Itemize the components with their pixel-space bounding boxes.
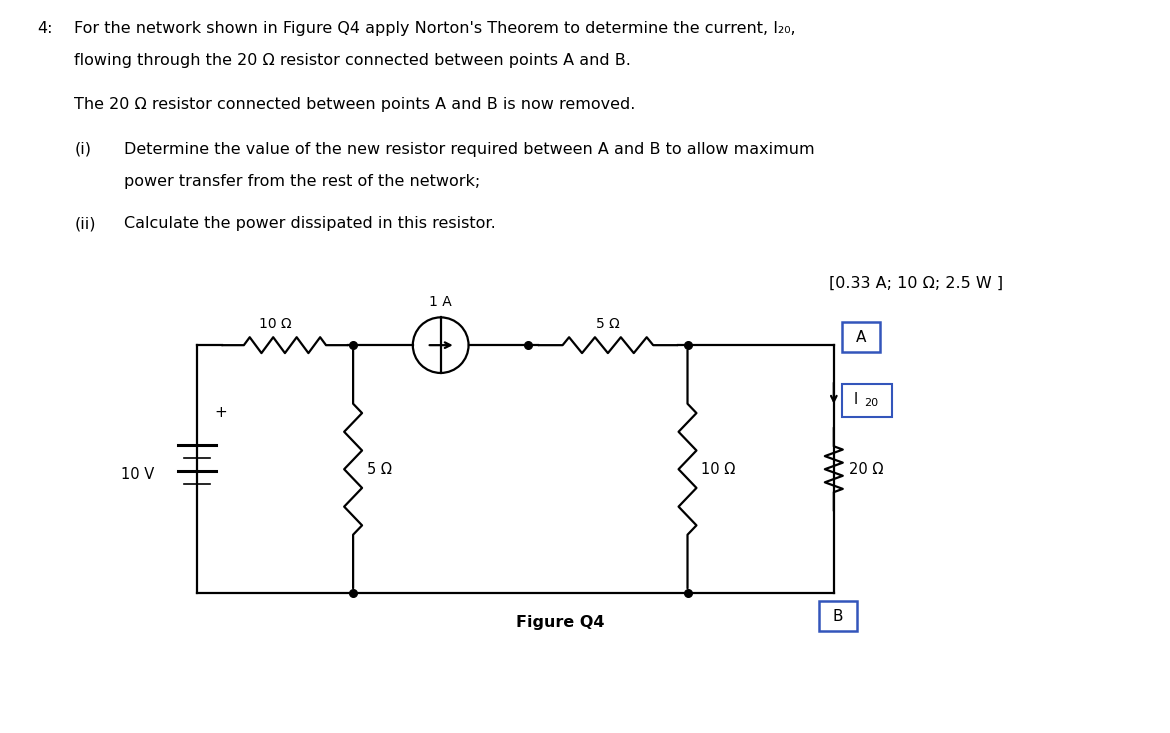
Bar <box>841 323 880 352</box>
Text: flowing through the 20 Ω resistor connected between points A and B.: flowing through the 20 Ω resistor connec… <box>75 54 632 68</box>
Text: +: + <box>215 405 227 420</box>
Bar <box>819 601 856 631</box>
Text: 5 Ω: 5 Ω <box>367 462 392 476</box>
Text: (ii): (ii) <box>75 216 96 231</box>
Text: Calculate the power dissipated in this resistor.: Calculate the power dissipated in this r… <box>124 216 496 231</box>
Text: 20: 20 <box>863 398 878 408</box>
Bar <box>841 384 892 416</box>
Text: 1 A: 1 A <box>429 295 452 309</box>
Text: The 20 Ω resistor connected between points A and B is now removed.: The 20 Ω resistor connected between poin… <box>75 97 635 112</box>
Text: [0.33 A; 10 Ω; 2.5 W ]: [0.33 A; 10 Ω; 2.5 W ] <box>828 276 1003 291</box>
Text: Determine the value of the new resistor required between A and B to allow maximu: Determine the value of the new resistor … <box>124 141 814 157</box>
Text: 5 Ω: 5 Ω <box>596 317 620 331</box>
Text: 20 Ω: 20 Ω <box>848 462 883 476</box>
Text: power transfer from the rest of the network;: power transfer from the rest of the netw… <box>124 174 481 189</box>
Text: (i): (i) <box>75 141 91 157</box>
Text: B: B <box>833 608 844 624</box>
Text: 4:: 4: <box>37 21 53 36</box>
Text: 10 V: 10 V <box>121 467 153 482</box>
Text: 10 Ω: 10 Ω <box>702 462 736 476</box>
Text: A: A <box>855 330 866 345</box>
Text: For the network shown in Figure Q4 apply Norton's Theorem to determine the curre: For the network shown in Figure Q4 apply… <box>75 21 796 36</box>
Text: I: I <box>854 391 858 407</box>
Text: 10 Ω: 10 Ω <box>259 317 291 331</box>
Text: Figure Q4: Figure Q4 <box>516 615 605 630</box>
